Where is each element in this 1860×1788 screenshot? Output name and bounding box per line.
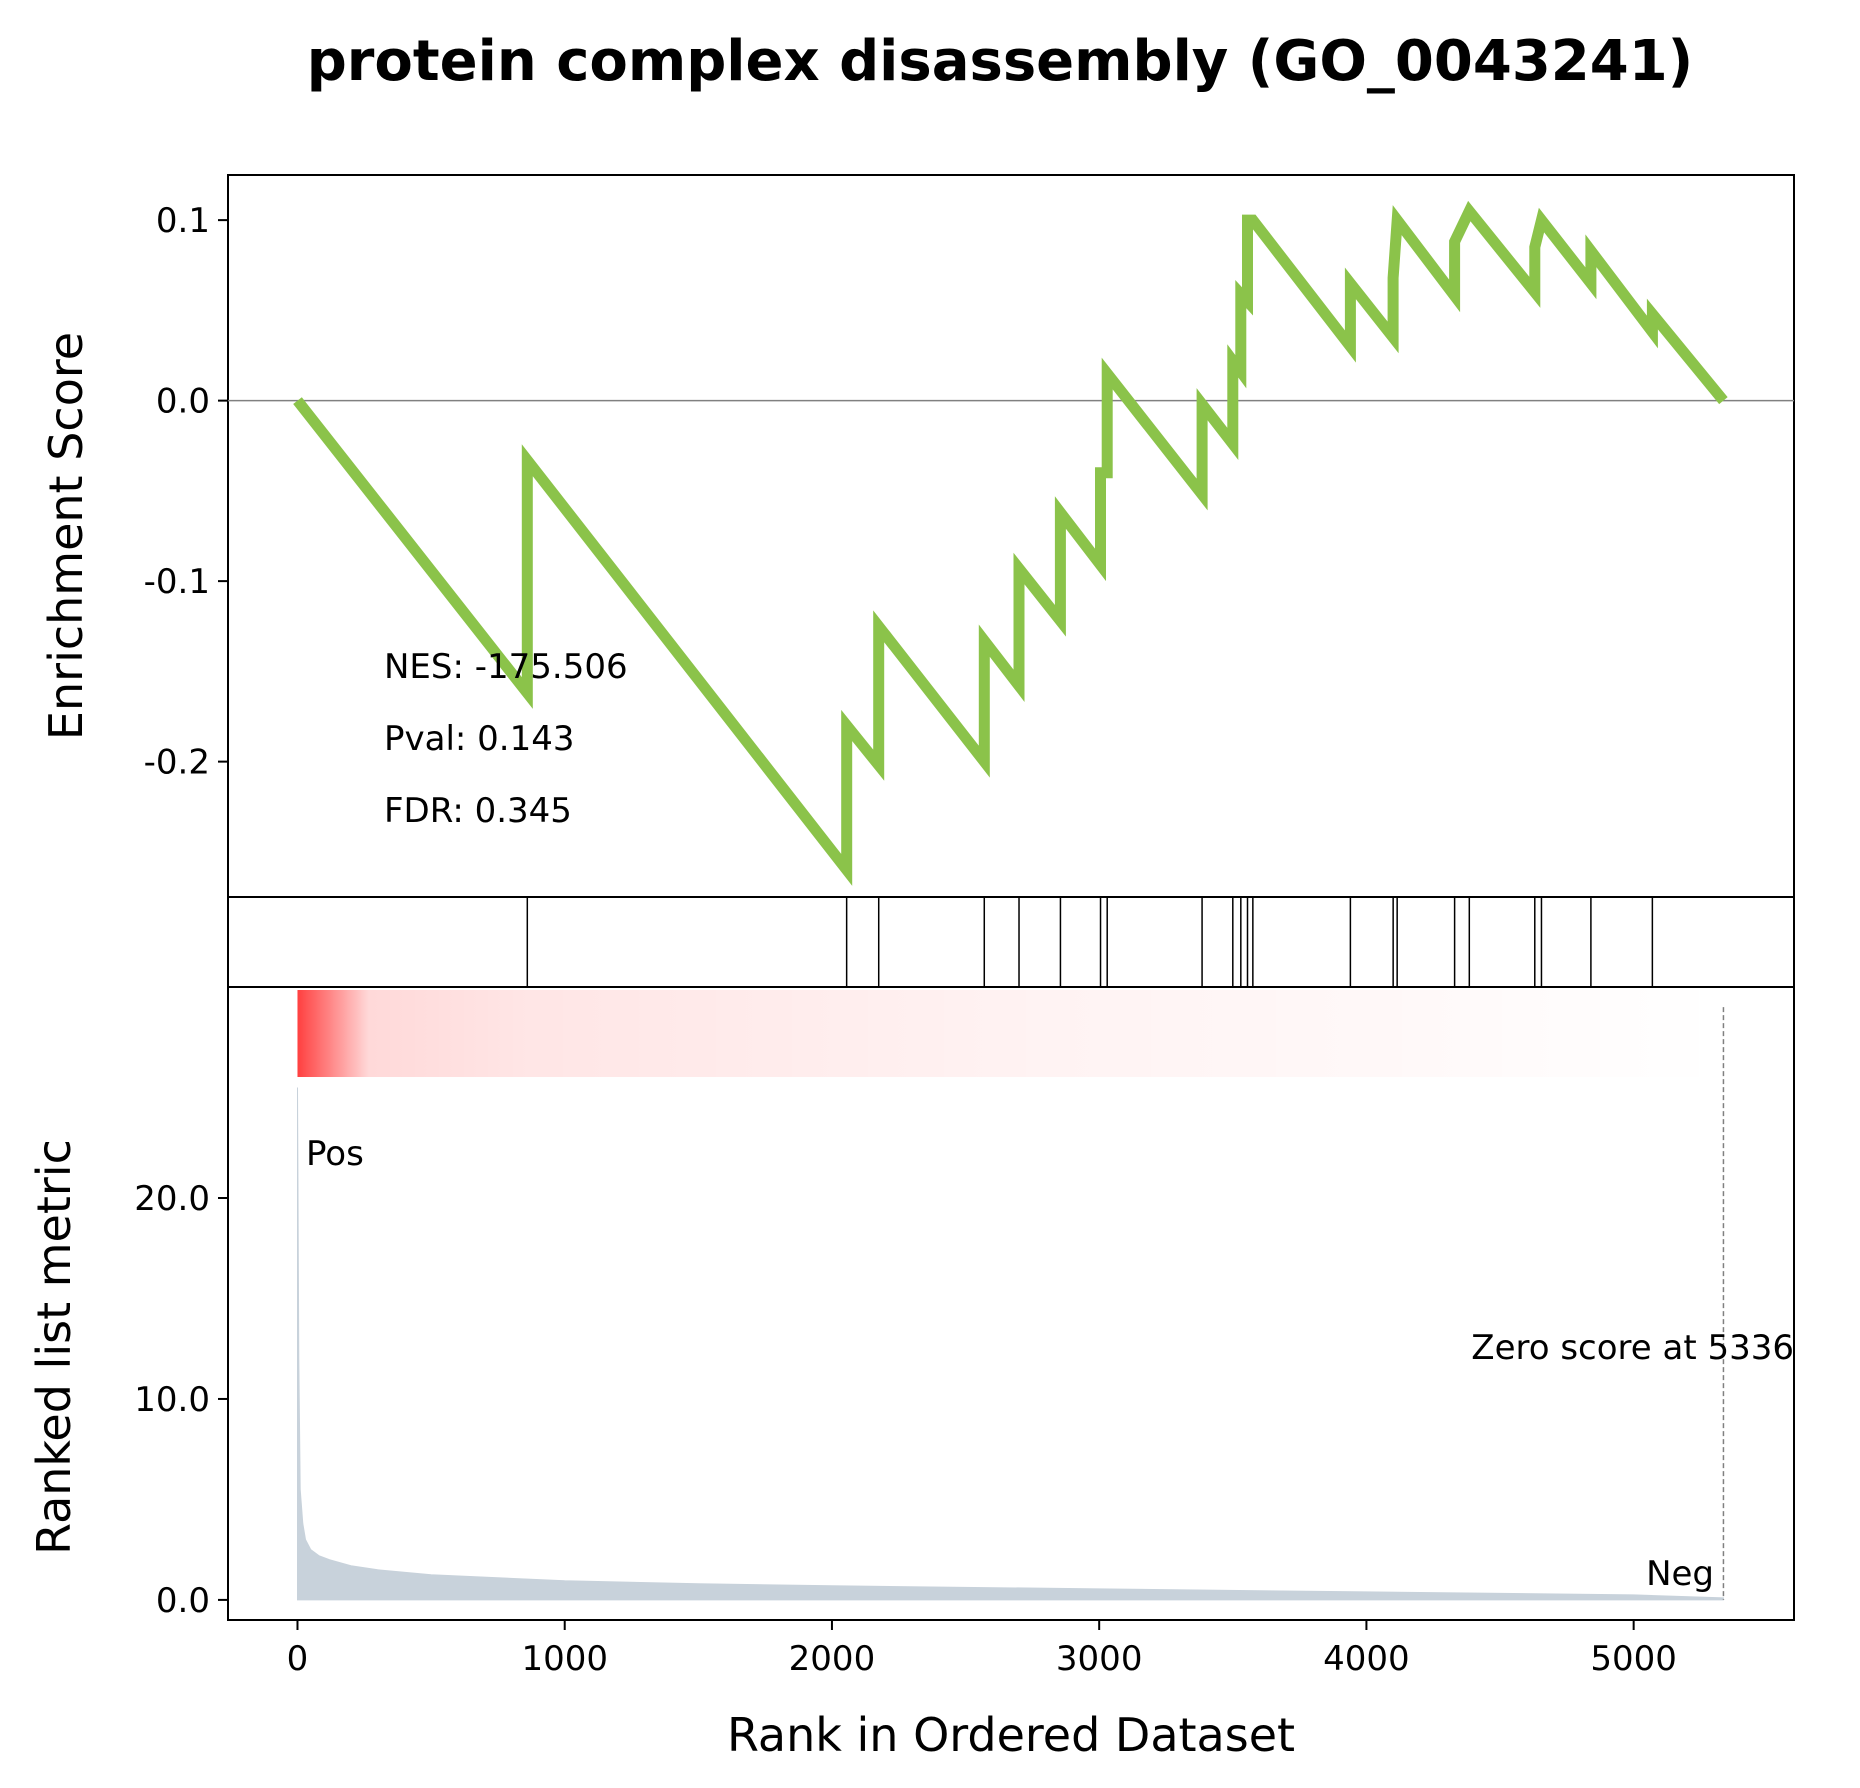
ranked-metric-area [297,1087,1724,1601]
es-panel-frame [227,174,1795,898]
heat-band [297,990,1724,1077]
x-tick-label: 2000 [789,1639,876,1679]
x-tick-label: 3000 [1056,1639,1143,1679]
es-ylabel: Enrichment Score [39,332,93,740]
enrichment-score-panel: 0.1 0.0 -0.1 -0.2 NES: -175.506 Pval: 0.143… [39,174,1795,898]
es-ytick-label: 0.0 [156,382,210,422]
rank-ytick-label: 0.0 [156,1581,210,1621]
ranked-metric-panel: Pos Neg Zero score at 5336 0.0 10.0 20.0 R… [27,986,1795,1621]
neg-label: Neg [1646,1554,1714,1594]
fdr-text: FDR: 0.345 [384,791,572,831]
hits-panel [227,896,1795,988]
chart-title: protein complex disassembly (GO_0043241) [307,29,1694,94]
x-tick-label: 1000 [521,1639,608,1679]
pval-text: Pval: 0.143 [384,719,575,759]
x-tick-label: 4000 [1323,1639,1410,1679]
zero-score-label: Zero score at 5336 [1471,1328,1794,1368]
rank-panel-frame [227,986,1795,1621]
rank-ytick-label: 20.0 [134,1179,210,1219]
rank-ytick-label: 10.0 [134,1380,210,1420]
rank-ylabel: Ranked list metric [27,1139,81,1555]
x-tick-label: 0 [287,1639,309,1679]
es-ytick-label: -0.1 [144,562,210,602]
hits-panel-frame [227,896,1795,988]
enrichment-score-line [293,200,1728,886]
pos-label: Pos [306,1134,364,1174]
x-axis-label: Rank in Ordered Dataset [727,1708,1295,1762]
x-tick-label: 5000 [1590,1639,1677,1679]
nes-text: NES: -175.506 [384,647,628,687]
es-ytick-label: 0.1 [156,201,210,241]
es-ytick-label: -0.2 [144,743,210,783]
